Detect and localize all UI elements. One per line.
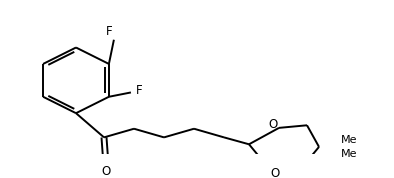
Text: F: F (136, 84, 142, 97)
Text: O: O (101, 165, 111, 178)
Text: O: O (268, 118, 278, 131)
Text: F: F (106, 25, 112, 38)
Text: O: O (270, 167, 280, 178)
Text: Me: Me (341, 149, 357, 159)
Text: Me: Me (341, 135, 357, 145)
